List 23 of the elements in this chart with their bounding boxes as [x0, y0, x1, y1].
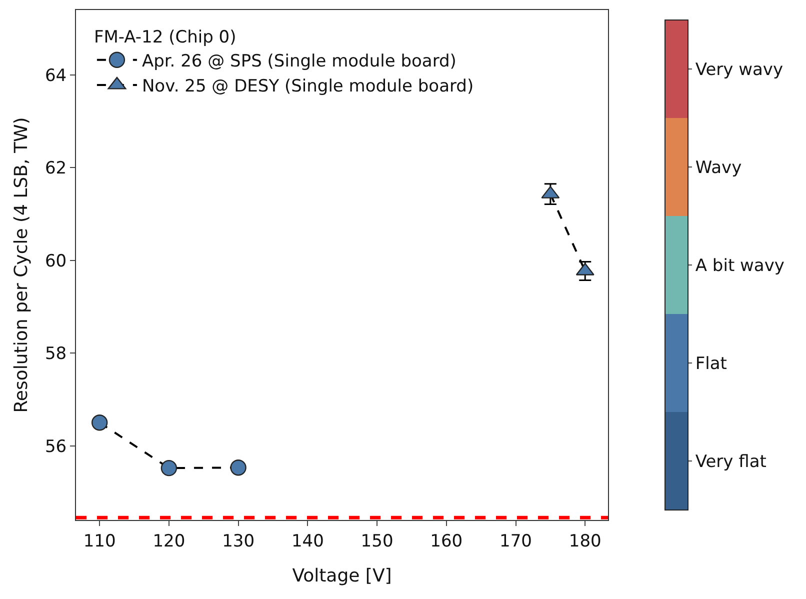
legend-label: Apr. 26 @ SPS (Single module board): [142, 51, 456, 72]
y-tick-label: 64: [44, 66, 67, 86]
x-tick-label: 120: [152, 531, 186, 552]
x-axis-title: Voltage [V]: [292, 566, 392, 586]
x-tick-label: 150: [360, 531, 394, 552]
x-tick-label: 180: [568, 531, 602, 552]
y-tick-label: 58: [44, 344, 67, 364]
color-bar-label: Very flat: [695, 452, 767, 472]
x-tick-label: 140: [291, 531, 324, 552]
x-tick-label: 170: [500, 531, 532, 552]
y-axis-title: Resolution per Cycle (4 LSB, TW): [11, 117, 32, 413]
y-tick-label: 62: [44, 158, 67, 179]
color-bar-label: A bit wavy: [695, 256, 784, 276]
y-tick-label: 60: [44, 251, 67, 272]
color-bar-label: Wavy: [695, 158, 742, 178]
color-bar-label: Flat: [695, 354, 728, 374]
legend-title: FM-A-12 (Chip 0): [94, 27, 236, 48]
color-bar-label: Very wavy: [695, 60, 784, 80]
legend-label: Nov. 25 @ DESY (Single module board): [142, 76, 474, 97]
x-tick-label: 160: [430, 531, 463, 552]
y-tick-label: 56: [44, 436, 67, 457]
x-tick-label: 130: [222, 531, 255, 552]
x-tick-label: 110: [83, 531, 116, 552]
